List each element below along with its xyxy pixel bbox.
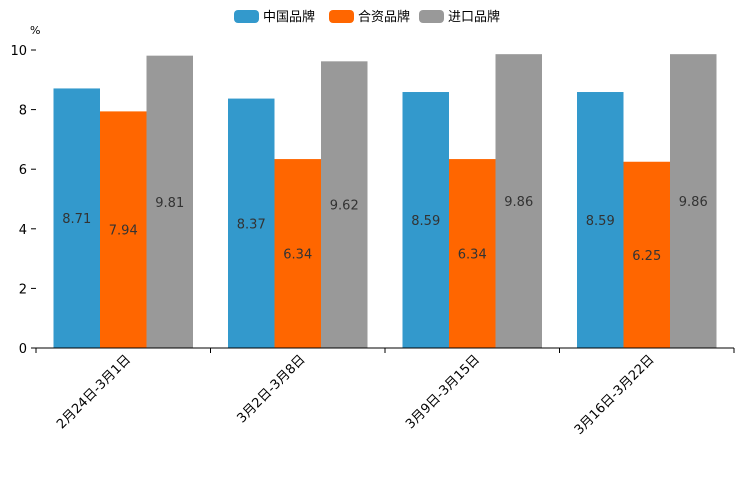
data-label: 6.25 <box>632 249 661 264</box>
data-label: 9.81 <box>155 196 184 211</box>
y-tick-label: 8 <box>19 104 27 119</box>
bar <box>100 111 147 348</box>
data-label: 9.86 <box>679 195 708 210</box>
legend-swatch <box>419 10 444 23</box>
data-label: 8.71 <box>62 212 91 227</box>
bar <box>146 55 193 349</box>
data-label: 6.34 <box>458 248 487 263</box>
bar <box>670 54 717 349</box>
data-label: 9.62 <box>330 199 359 214</box>
bar <box>274 159 321 348</box>
x-tick-label: 2月24日-3月1日 <box>54 352 134 432</box>
data-label: 7.94 <box>109 224 138 239</box>
y-tick-label: 4 <box>19 223 27 238</box>
y-tick-label: 6 <box>19 163 27 178</box>
x-tick-label: 3月16日-3月22日 <box>572 352 658 438</box>
bar <box>495 54 542 349</box>
y-tick-label: 0 <box>19 342 27 357</box>
legend: 中国品牌 合资品牌 进口品牌 <box>234 9 500 25</box>
legend-label: 中国品牌 <box>263 9 315 25</box>
y-tick-label: 2 <box>19 282 27 297</box>
x-axis-ticks: 2月24日-3月1日 3月2日-3月8日 3月9日-3月15日 3月16日-3月22日 <box>35 348 735 438</box>
legend-label: 进口品牌 <box>448 9 500 25</box>
x-tick-label: 3月2日-3月8日 <box>234 352 308 426</box>
legend-swatch <box>329 10 354 23</box>
bar <box>449 159 496 348</box>
y-axis-ticks: 0 2 4 6 8 10 <box>10 44 36 357</box>
y-tick-label: 10 <box>10 44 27 59</box>
bar <box>577 92 624 348</box>
bar <box>228 98 275 348</box>
bar <box>402 92 449 348</box>
data-labels: 8.71 7.94 9.81 8.37 6.34 9.62 8.59 6.34 9.86 8.59… <box>62 195 707 264</box>
bars <box>53 54 717 349</box>
data-label: 9.86 <box>504 195 533 210</box>
legend-label: 合资品牌 <box>358 9 410 25</box>
bar <box>623 161 670 348</box>
x-tick-label: 3月9日-3月15日 <box>403 352 483 432</box>
data-label: 8.59 <box>411 214 440 229</box>
y-axis-unit-label: % <box>30 24 40 37</box>
legend-swatch <box>234 10 259 23</box>
bar <box>53 88 100 348</box>
data-label: 8.37 <box>237 217 266 232</box>
data-label: 8.59 <box>586 214 615 229</box>
bar <box>321 61 368 348</box>
data-label: 6.34 <box>283 248 312 263</box>
